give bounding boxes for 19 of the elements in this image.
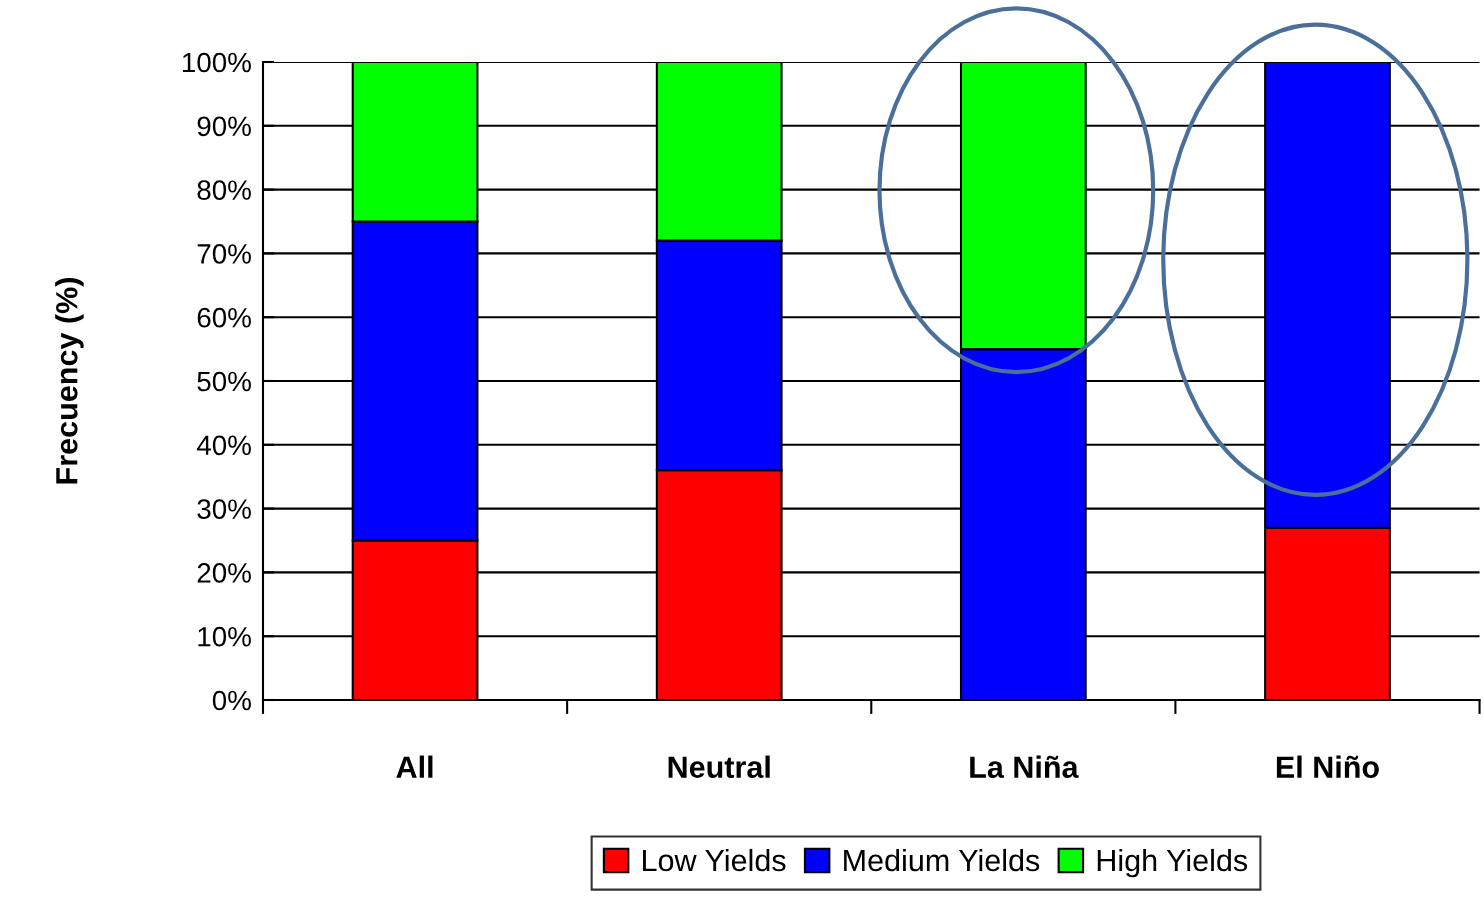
legend-label: High Yields xyxy=(1097,848,1248,878)
y-axis-title: Frecuency (%) xyxy=(55,278,84,484)
legend-label: Medium Yields xyxy=(844,848,1040,872)
y-tick-label: 60% xyxy=(197,307,251,328)
y-tick-label: 70% xyxy=(197,244,251,264)
y-tick-label: 10% xyxy=(198,626,251,647)
y-tick-label: 50% xyxy=(197,371,251,392)
x-tick-label: La Niña xyxy=(970,755,1079,778)
x-tick-label: El Niño xyxy=(1276,755,1379,778)
y-tick-label: 100% xyxy=(182,52,251,73)
y-tick-label: 30% xyxy=(197,499,251,519)
y-tick-label: 0% xyxy=(212,690,251,711)
y-tick-label: 20% xyxy=(197,563,251,583)
legend-label: Low Yields xyxy=(643,848,786,872)
y-tick-label: 40% xyxy=(196,435,251,456)
x-tick-label: All xyxy=(396,755,433,778)
x-tick-label: Neutral xyxy=(668,755,770,778)
y-tick-label: 90% xyxy=(197,116,251,137)
y-tick-label: 80% xyxy=(197,180,251,200)
